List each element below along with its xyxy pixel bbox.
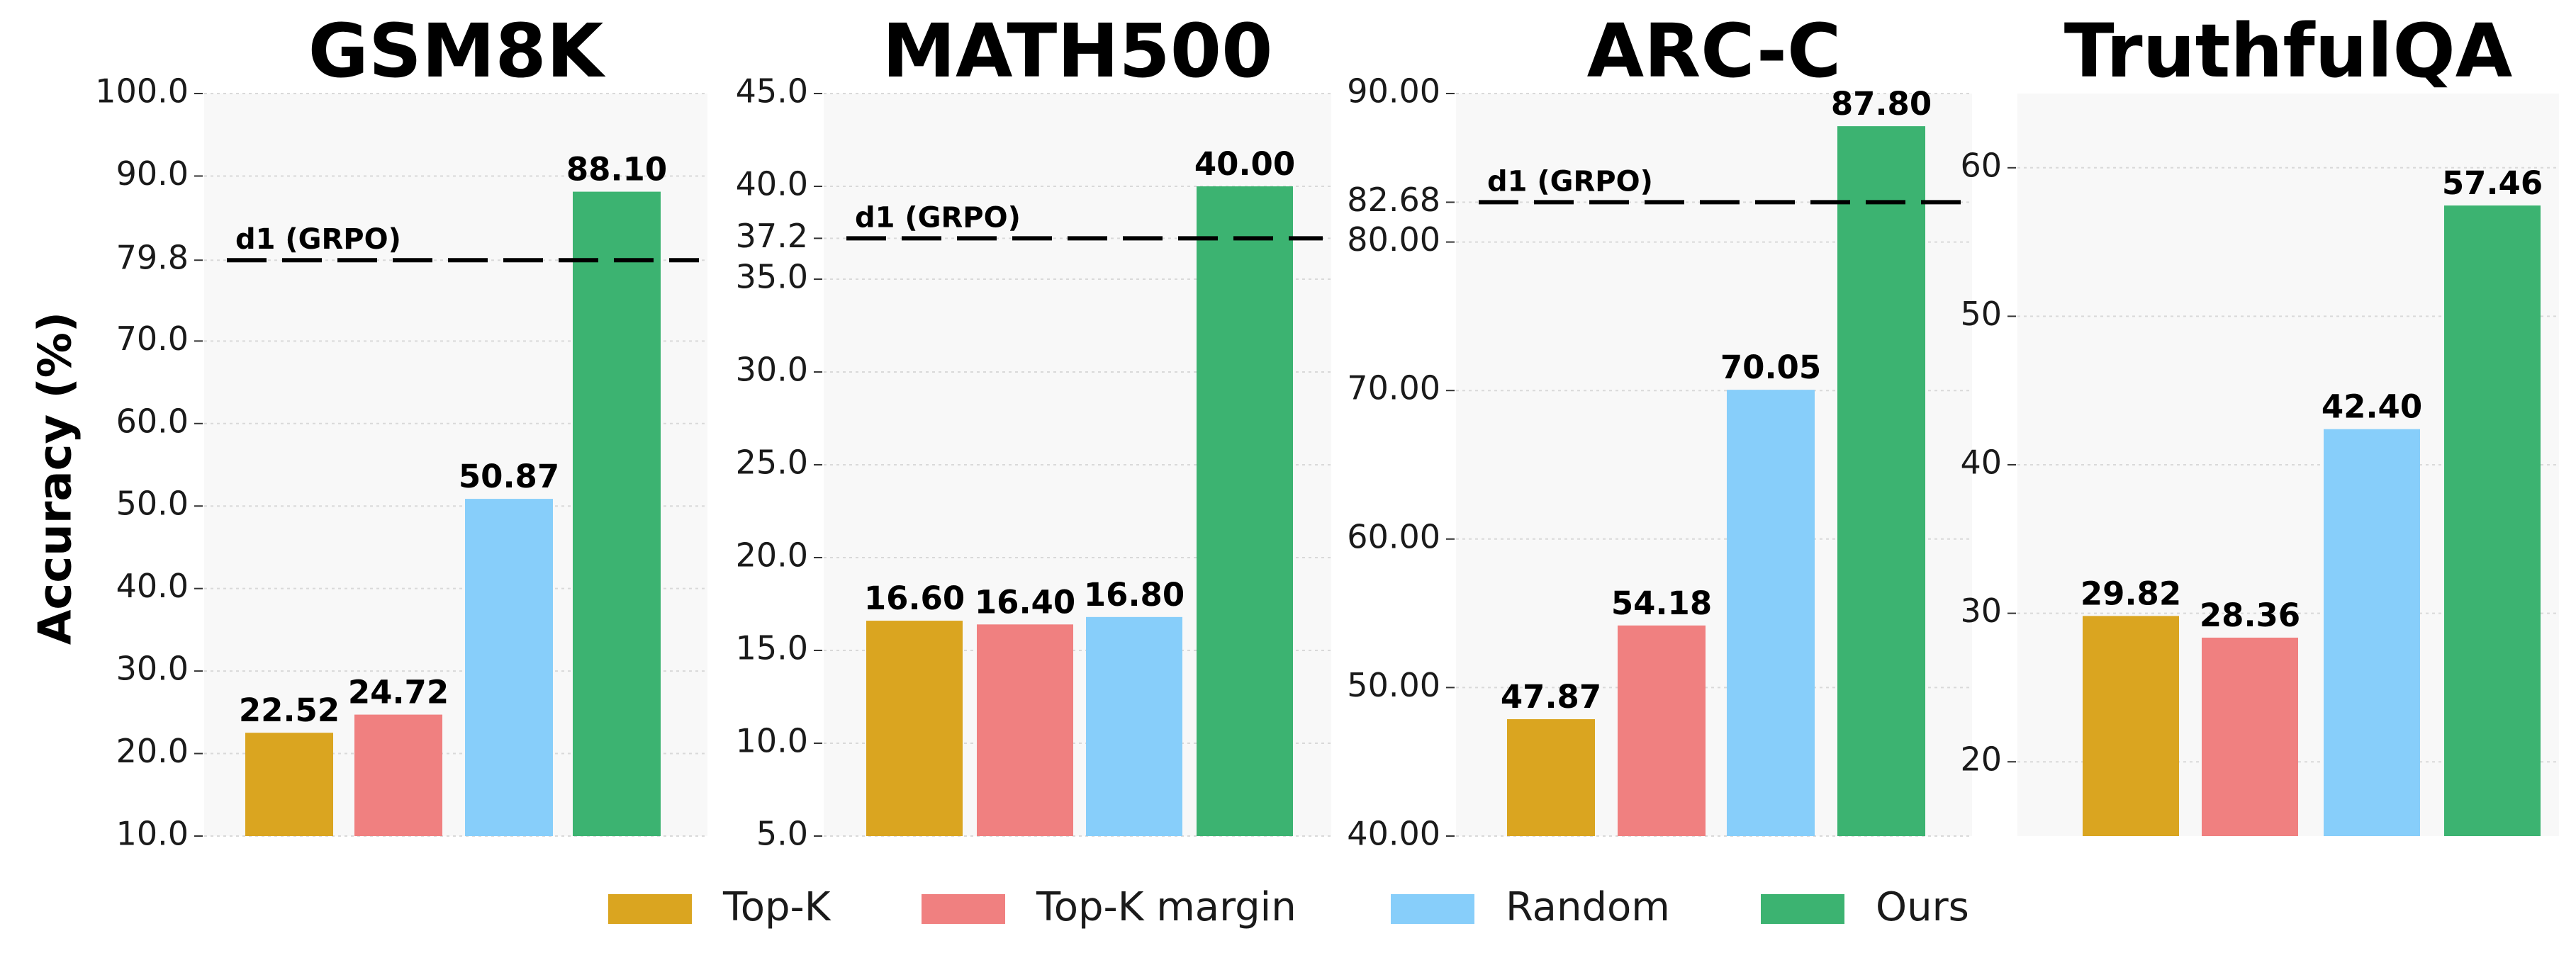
y-tick-label: 20.0: [736, 536, 808, 575]
y-tick-label: 79.8: [116, 239, 189, 277]
legend-swatch: [922, 894, 1005, 924]
y-tick-label: 50.00: [1347, 666, 1440, 704]
y-tick-label: 50: [1960, 295, 2002, 333]
legend: Top-K Top-K margin Random Ours: [608, 884, 1969, 930]
bar-value-label: 40.00: [1194, 145, 1295, 183]
bar-value-label: 88.10: [566, 151, 667, 188]
legend-label: Ours: [1876, 884, 1969, 930]
y-tick-label: 60.00: [1347, 517, 1440, 555]
bar-value-label: 70.05: [1720, 349, 1821, 386]
bar-value-label: 87.80: [1831, 85, 1932, 123]
y-tick-label: 30.0: [736, 351, 808, 389]
bar-top-k-margin: [1618, 625, 1706, 836]
y-tick-label: 45.0: [736, 72, 808, 111]
y-tick-label: 90.00: [1347, 72, 1440, 111]
bar-top-k-margin: [354, 714, 442, 836]
bar-top-k: [1507, 719, 1595, 836]
y-tick-label: 20: [1960, 740, 2002, 779]
bar-ours: [573, 191, 661, 837]
bar-value-label: 29.82: [2081, 575, 2181, 612]
y-tick-label: 40: [1960, 444, 2002, 482]
bar-top-k: [2083, 616, 2179, 836]
y-tick-label: 35.0: [736, 258, 808, 296]
legend-swatch: [1761, 894, 1844, 924]
y-tick-label: 10.0: [736, 722, 808, 760]
panel-gsm8k: 10.0 20.0 30.0 40.0 50.0 60.0 70.0 79.8 90.0 100.…: [95, 8, 707, 853]
bar-random: [2324, 429, 2420, 836]
bar-value-label: 28.36: [2200, 597, 2300, 634]
y-tick-label: 50.0: [116, 485, 189, 523]
reference-label: d1 (GRPO): [855, 201, 1021, 234]
chart-panels: 10.0 20.0 30.0 40.0 50.0 60.0 70.0 79.8 90.0 100.…: [95, 8, 2559, 853]
y-axis-label: Accuracy (%): [30, 312, 82, 645]
legend-item-top-k-margin: Top-K margin: [922, 884, 1297, 930]
legend-item-ours: Ours: [1761, 884, 1969, 930]
y-tick-label: 37.2: [736, 217, 808, 255]
y-tick-label: 25.0: [736, 444, 808, 482]
legend-label: Top-K: [722, 884, 831, 930]
bar-value-label: 47.87: [1501, 678, 1601, 716]
y-tick-label: 30: [1960, 592, 2002, 630]
bar-value-label: 16.40: [975, 583, 1075, 621]
bar-value-label: 22.52: [239, 692, 340, 729]
y-tick-label: 60.0: [116, 402, 189, 440]
bar-top-k-margin: [2202, 637, 2298, 836]
bar-value-label: 16.80: [1084, 576, 1185, 614]
panel-title: GSM8K: [308, 8, 606, 94]
y-tick-label: 70.0: [116, 320, 189, 358]
bar-top-k: [866, 621, 963, 836]
y-tick-label: 40.0: [736, 165, 808, 203]
bar-value-label: 24.72: [348, 674, 449, 711]
panel-title: TruthfulQA: [2064, 8, 2512, 94]
legend-swatch: [608, 894, 692, 924]
bar-value-label: 16.60: [864, 580, 965, 617]
y-tick-label: 100.0: [95, 72, 189, 111]
reference-label: d1 (GRPO): [235, 223, 401, 256]
bar-top-k: [245, 733, 333, 836]
legend-swatch: [1391, 894, 1474, 924]
y-tick-label: 70.00: [1347, 369, 1440, 407]
panel-title: ARC-C: [1587, 8, 1842, 94]
bar-value-label: 54.18: [1611, 585, 1712, 622]
legend-item-random: Random: [1391, 884, 1670, 930]
panel-truthfulqa: 20 30 40 50 60 29.82 28.36 42.40 57.46 TruthfulQA: [1960, 8, 2559, 836]
bar-random: [465, 499, 553, 836]
panel-math500: 5.0 10.0 15.0 20.0 25.0 30.0 35.037.2 40.0 45.0 1…: [736, 8, 1331, 853]
bar-ours: [1837, 126, 1925, 836]
bar-random: [1086, 616, 1182, 836]
y-tick-label: 40.00: [1347, 815, 1440, 853]
y-tick-label: 40.0: [116, 567, 189, 605]
y-tick-label: 90.0: [116, 154, 189, 193]
y-tick-label: 82.68: [1347, 181, 1440, 219]
y-tick-label: 20.0: [116, 732, 189, 770]
y-tick-label: 10.0: [116, 815, 189, 853]
y-tick-label: 15.0: [736, 629, 808, 667]
y-tick-label: 80.00: [1347, 220, 1440, 259]
legend-label: Top-K margin: [1036, 884, 1297, 930]
legend-item-top-k: Top-K: [608, 884, 831, 930]
legend-label: Random: [1506, 884, 1670, 930]
bar-value-label: 42.40: [2322, 388, 2422, 426]
reference-label: d1 (GRPO): [1487, 165, 1653, 198]
bar-value-label: 57.46: [2442, 164, 2543, 202]
panel-title: MATH500: [883, 8, 1273, 94]
bar-ours: [2444, 205, 2541, 836]
bar-value-label: 50.87: [459, 458, 559, 495]
bar-ours: [1197, 186, 1293, 836]
y-tick-label: 5.0: [756, 815, 808, 853]
bar-random: [1727, 390, 1815, 836]
bar-top-k-margin: [977, 624, 1073, 836]
y-tick-label: 60: [1960, 146, 2002, 184]
y-tick-label: 30.0: [116, 650, 189, 688]
